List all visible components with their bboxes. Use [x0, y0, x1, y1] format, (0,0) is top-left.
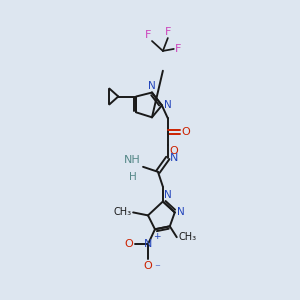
Text: N: N: [148, 81, 156, 91]
Text: N: N: [170, 153, 178, 163]
Text: CH₃: CH₃: [179, 232, 197, 242]
Text: N: N: [164, 190, 172, 200]
Text: +: +: [153, 232, 160, 241]
Text: N: N: [144, 239, 152, 249]
Text: CH₃: CH₃: [113, 207, 131, 218]
Text: F: F: [165, 27, 171, 37]
Text: H: H: [129, 172, 137, 182]
Text: O: O: [182, 127, 190, 137]
Text: O: O: [144, 261, 152, 271]
Text: N: N: [164, 100, 172, 110]
Text: NH: NH: [124, 155, 141, 165]
Text: O: O: [170, 146, 178, 156]
Text: ⁻: ⁻: [154, 263, 160, 273]
Text: N: N: [177, 207, 184, 218]
Text: F: F: [175, 44, 181, 54]
Text: F: F: [145, 30, 151, 40]
Text: O: O: [124, 239, 133, 249]
